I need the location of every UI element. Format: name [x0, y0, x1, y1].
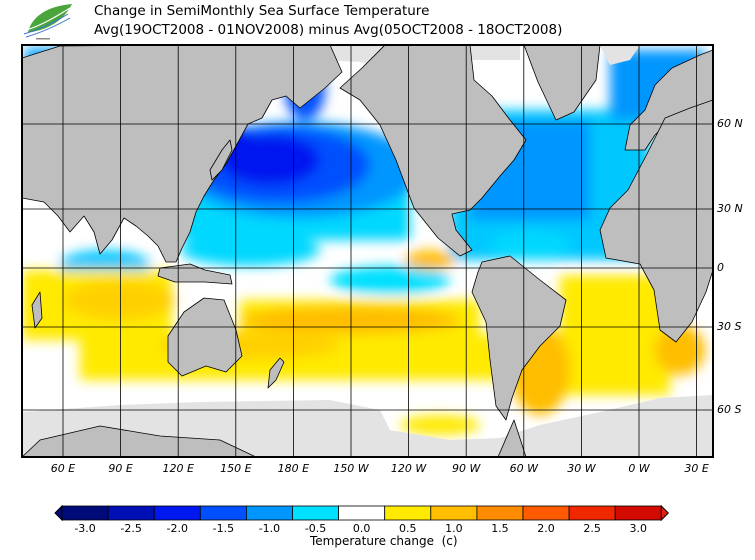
- legend-tick-label: 0.0: [352, 522, 371, 535]
- longitude-label: 180 E: [277, 462, 310, 475]
- longitude-label: 90 E: [108, 462, 133, 475]
- south-america-landmass: [471, 255, 567, 421]
- africa-landmass: [599, 99, 713, 343]
- longitude-label: 0 W: [628, 462, 650, 475]
- legend-tick-label: 0.5: [399, 522, 417, 535]
- legend-tick-label: 1.0: [445, 522, 463, 535]
- latitude-label: 0: [717, 261, 724, 274]
- legend-tick-label: 1.5: [491, 522, 509, 535]
- legend-tick-label: 2.0: [537, 522, 555, 535]
- new-zealand-island: [267, 357, 285, 389]
- legend-title: Temperature change (c): [310, 534, 458, 548]
- longitude-label: 120 E: [162, 462, 194, 475]
- antarctica-landmass: [22, 425, 257, 457]
- longitude-label: 60 W: [509, 462, 538, 475]
- antarctic-peninsula: [497, 419, 527, 457]
- latitude-label: 60 S: [717, 403, 742, 416]
- map-subtitle: Avg(19OCT2008 - 01NOV2008) minus Avg(05O…: [94, 22, 563, 38]
- legend-tick-label: -2.0: [166, 522, 188, 535]
- eurasia-landmass: [22, 45, 343, 263]
- land-masses: [22, 45, 713, 457]
- australia-landmass: [167, 297, 243, 377]
- latitude-label: 30 S: [717, 320, 742, 333]
- north-america-landmass: [339, 45, 527, 257]
- legend-tick-label: -1.5: [212, 522, 235, 535]
- map-title: Change in SemiMonthly Sea Surface Temper…: [94, 3, 430, 19]
- europe-landmass: [624, 49, 713, 151]
- longitude-label: 60 E: [50, 462, 76, 475]
- legend-tick-label: -1.0: [258, 522, 281, 535]
- legend-tick-label: -3.0: [74, 522, 96, 535]
- japan-island: [209, 139, 233, 181]
- indonesia-islands: [157, 263, 233, 285]
- longitude-label: 30 E: [684, 462, 709, 475]
- longitude-label: 150 W: [333, 462, 369, 475]
- latitude-label: 30 N: [717, 202, 743, 215]
- longitude-label: 90 W: [452, 462, 481, 475]
- legend-tick-label: -2.5: [120, 522, 142, 535]
- legend-tick-label: 3.0: [629, 522, 648, 535]
- map-frame: [21, 44, 714, 458]
- observatory-logo: [23, 4, 72, 40]
- longitude-label: 120 W: [390, 462, 427, 475]
- longitude-label: 30 W: [567, 462, 596, 475]
- latitude-label: 60 N: [717, 117, 743, 130]
- legend-tick-label: 2.5: [583, 522, 601, 535]
- graticule: [22, 45, 713, 457]
- legend-tick-label: -0.5: [304, 522, 327, 535]
- madagascar-island: [31, 291, 43, 329]
- longitude-label: 150 E: [220, 462, 252, 475]
